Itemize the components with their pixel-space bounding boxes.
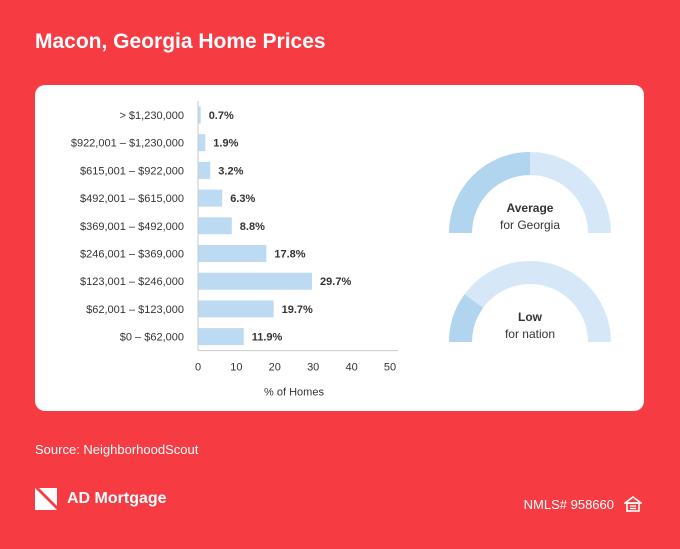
category-label: $246,001 – $369,000 bbox=[80, 249, 184, 261]
bar-value-label: 6.3% bbox=[230, 193, 255, 205]
x-tick-label: 0 bbox=[195, 362, 201, 374]
category-label: $615,001 – $922,000 bbox=[80, 165, 184, 177]
bar-value-label: 11.9% bbox=[252, 332, 283, 344]
x-tick-label: 10 bbox=[230, 362, 242, 374]
bar-value-label: 0.7% bbox=[209, 110, 234, 122]
chart-svg: > $1,230,000 0.7% $922,001 – $1,230,000 1.9… bbox=[71, 101, 611, 399]
ad-mortgage-logo-icon bbox=[35, 488, 57, 510]
x-tick-label: 20 bbox=[269, 362, 281, 374]
gauge-title: Low bbox=[518, 310, 543, 324]
category-label: $492,001 – $615,000 bbox=[80, 193, 184, 205]
bar-value-label: 19.7% bbox=[282, 304, 313, 316]
x-tick-label: 30 bbox=[307, 362, 319, 374]
bar bbox=[198, 106, 201, 124]
bar bbox=[198, 245, 267, 262]
brand-name: AD Mortgage bbox=[67, 490, 167, 507]
category-label: > $1,230,000 bbox=[119, 110, 184, 122]
bar bbox=[198, 134, 206, 152]
bar-value-label: 1.9% bbox=[213, 138, 238, 150]
x-tick-label: 50 bbox=[384, 362, 396, 374]
gauge-title: Average bbox=[507, 201, 554, 215]
bar-value-label: 8.8% bbox=[240, 221, 265, 233]
category-label: $922,001 – $1,230,000 bbox=[71, 138, 184, 150]
bar bbox=[198, 217, 232, 235]
chart-card: > $1,230,000 0.7% $922,001 – $1,230,000 1.9… bbox=[35, 85, 644, 411]
nmls-block: NMLS# 958660 bbox=[524, 496, 642, 512]
bar bbox=[198, 300, 274, 318]
equal-housing-icon bbox=[624, 496, 642, 512]
x-tick-label: 40 bbox=[345, 362, 357, 374]
bar bbox=[198, 272, 313, 290]
bar bbox=[198, 189, 223, 207]
category-label: $0 – $62,000 bbox=[120, 332, 184, 344]
bar bbox=[198, 161, 211, 179]
gauge-fill bbox=[449, 152, 530, 233]
nmls-number: NMLS# 958660 bbox=[523, 496, 614, 512]
category-label: $123,001 – $246,000 bbox=[80, 276, 184, 288]
page-title: Macon, Georgia Home Prices bbox=[35, 30, 326, 53]
gauge-fill bbox=[449, 294, 484, 342]
gauge-track bbox=[449, 261, 611, 342]
gauge-subtitle: for Georgia bbox=[500, 218, 560, 232]
brand: AD Mortgage bbox=[35, 488, 167, 510]
gauge-subtitle: for nation bbox=[505, 327, 555, 341]
x-axis-title: % of Homes bbox=[264, 387, 324, 399]
category-label: $62,001 – $123,000 bbox=[86, 304, 184, 316]
bar-value-label: 3.2% bbox=[218, 165, 243, 177]
source-note: Source: NeighborhoodScout bbox=[35, 442, 199, 457]
bar-value-label: 17.8% bbox=[274, 249, 305, 261]
bar bbox=[198, 328, 244, 346]
bar-value-label: 29.7% bbox=[320, 276, 351, 288]
category-label: $369,001 – $492,000 bbox=[80, 221, 184, 233]
